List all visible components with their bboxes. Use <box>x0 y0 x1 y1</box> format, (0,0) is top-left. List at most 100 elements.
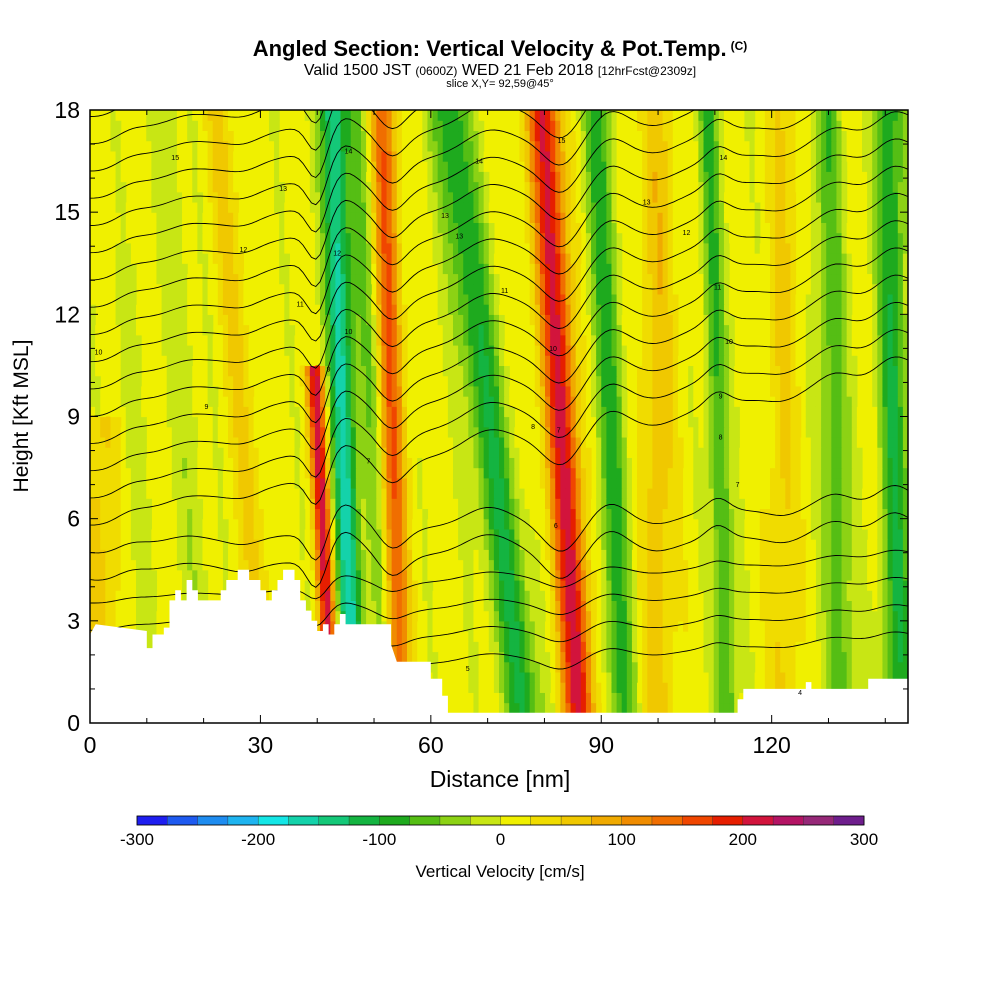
field-cell <box>100 712 106 723</box>
field-cell <box>759 518 766 530</box>
field-cell <box>616 631 623 642</box>
field-cell <box>509 406 515 418</box>
field-cell <box>652 559 659 571</box>
field-cell <box>841 610 848 622</box>
field-cell <box>861 569 868 581</box>
field-cell <box>887 590 894 601</box>
field-cell <box>514 426 521 438</box>
field-cell <box>473 375 480 387</box>
field-cell <box>795 508 802 520</box>
field-cell <box>662 610 669 622</box>
field-cell <box>570 549 577 561</box>
field-cell <box>815 498 822 510</box>
field-cell <box>228 702 234 714</box>
field-cell <box>550 631 556 642</box>
field-cell <box>304 539 311 550</box>
field-cell <box>539 671 546 683</box>
field-cell <box>759 651 766 663</box>
field-cell <box>412 396 418 407</box>
field-cell <box>534 702 541 714</box>
field-cell <box>120 641 127 653</box>
field-cell <box>887 477 894 489</box>
field-cell <box>897 426 904 438</box>
field-cell <box>677 610 684 622</box>
field-cell <box>360 549 367 561</box>
field-cell <box>744 559 751 571</box>
field-cell <box>376 406 383 418</box>
field-cell <box>176 488 183 499</box>
field-cell <box>156 631 163 642</box>
field-cell <box>217 518 224 530</box>
field-cell <box>519 488 526 499</box>
field-cell <box>396 682 403 693</box>
field-cell <box>468 549 475 561</box>
field-cell <box>810 467 817 479</box>
field-cell <box>570 569 577 581</box>
field-cell <box>263 661 270 673</box>
colorbar-label: Vertical Velocity [cm/s] <box>415 862 585 881</box>
field-cell <box>606 518 613 530</box>
field-cell <box>304 375 311 387</box>
field-cell <box>350 426 357 438</box>
field-cell <box>846 488 853 499</box>
field-cell <box>764 671 771 683</box>
field-cell <box>734 477 740 489</box>
field-cell <box>330 498 336 510</box>
field-cell <box>325 559 331 571</box>
field-cell <box>652 396 659 407</box>
field-cell <box>345 569 352 581</box>
field-cell <box>519 692 526 704</box>
field-cell <box>892 549 899 561</box>
field-cell <box>601 641 607 653</box>
field-cell <box>734 488 740 499</box>
field-cell <box>478 436 485 448</box>
field-cell <box>560 610 567 622</box>
field-cell <box>417 528 423 540</box>
field-cell <box>417 671 423 683</box>
field-cell <box>631 610 638 622</box>
field-cell <box>304 406 311 418</box>
field-cell <box>105 579 112 591</box>
field-cell <box>151 559 158 571</box>
field-cell <box>366 518 372 530</box>
field-cell <box>856 426 863 438</box>
field-cell <box>514 457 521 469</box>
field-cell <box>672 671 679 683</box>
field-cell <box>585 457 592 469</box>
field-cell <box>596 559 602 571</box>
field-cell <box>325 631 331 642</box>
field-cell <box>468 682 475 693</box>
field-cell <box>284 498 290 510</box>
field-cell <box>514 590 521 601</box>
field-cell <box>570 712 577 723</box>
field-cell <box>468 385 475 397</box>
field-cell <box>458 539 464 550</box>
field-cell <box>672 631 679 642</box>
field-cell <box>202 569 209 581</box>
field-cell <box>156 426 163 438</box>
field-cell <box>125 406 132 418</box>
field-cell <box>509 651 515 663</box>
field-cell <box>366 528 372 540</box>
field-cell <box>376 661 383 673</box>
field-cell <box>197 477 204 489</box>
field-cell <box>371 692 377 704</box>
field-cell <box>360 651 367 663</box>
field-cell <box>529 436 536 448</box>
field-cell <box>815 631 822 642</box>
field-cell <box>263 528 270 540</box>
field-cell <box>519 498 526 510</box>
field-cell <box>800 610 807 622</box>
field-cell <box>417 641 423 653</box>
field-cell <box>171 385 178 397</box>
field-cell <box>688 620 694 632</box>
field-cell <box>161 457 168 469</box>
field-cell <box>570 692 577 704</box>
field-cell <box>739 651 745 663</box>
field-cell <box>744 671 751 683</box>
field-cell <box>596 712 602 723</box>
field-cell <box>105 549 112 561</box>
field-cell <box>621 600 628 612</box>
field-cell <box>386 682 393 693</box>
field-cell <box>396 396 403 407</box>
